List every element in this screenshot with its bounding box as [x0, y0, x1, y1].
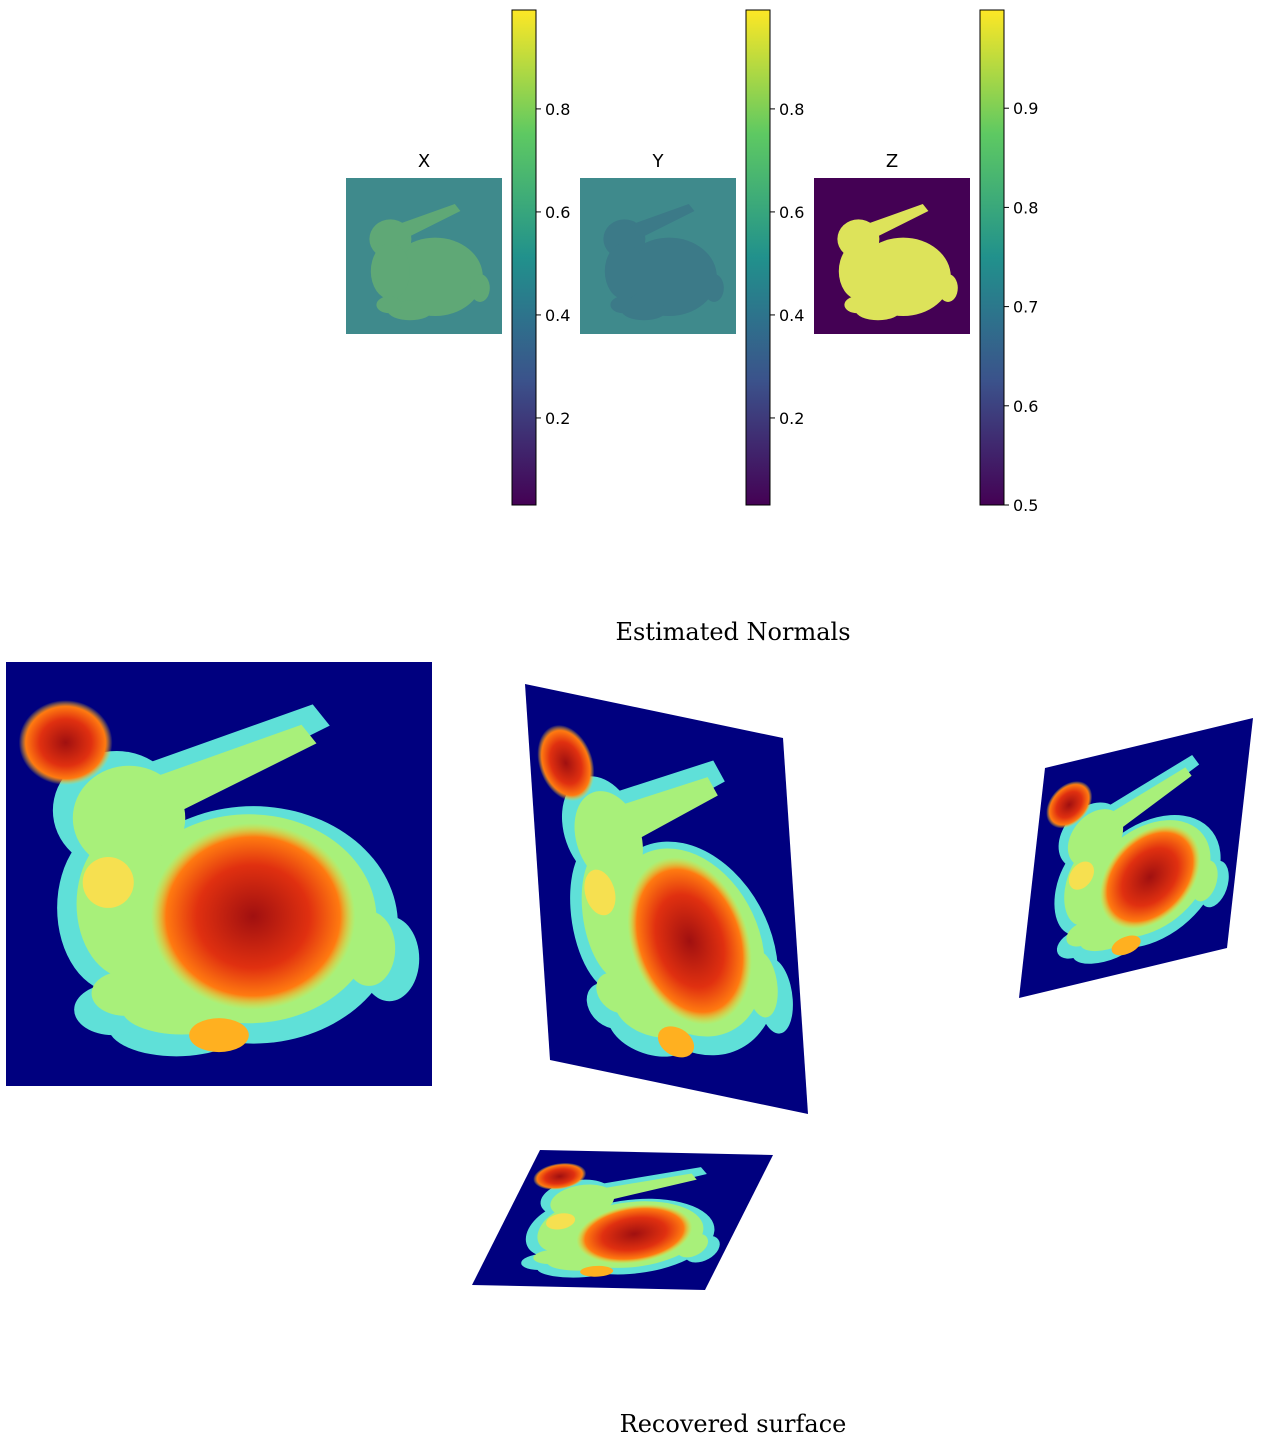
colorbar	[511, 9, 537, 506]
colorbar-tick-label: 0.8	[779, 100, 804, 119]
colorbar-tick-label: 0.7	[1013, 298, 1038, 317]
panel-title: Z	[886, 151, 898, 172]
caption: Recovered surface	[620, 1410, 847, 1438]
colorbar	[745, 9, 771, 506]
colorbar-tick-label: 0.4	[545, 306, 570, 325]
surface-view	[1019, 718, 1253, 998]
surface-view	[472, 1150, 773, 1290]
colorbar-tick-label: 0.6	[779, 203, 804, 222]
colorbar	[979, 9, 1005, 506]
colorbar-tick-label: 0.4	[779, 306, 804, 325]
panel-title: Y	[652, 151, 665, 172]
colorbar-tick-label: 0.8	[545, 100, 570, 119]
panel-title: X	[418, 151, 430, 172]
surface-view	[525, 684, 808, 1114]
colorbar-tick-label: 0.6	[1013, 397, 1038, 416]
colorbar-tick-label: 0.2	[779, 409, 804, 428]
surface-view	[6, 662, 432, 1086]
colorbar-tick-label: 0.9	[1013, 99, 1038, 118]
colorbar-tick-label: 0.8	[1013, 198, 1038, 217]
colorbar-tick-label: 0.2	[545, 409, 570, 428]
colorbar-tick-label: 0.6	[545, 203, 570, 222]
caption: Estimated Normals	[615, 618, 850, 646]
colorbar-tick-label: 0.5	[1013, 496, 1038, 515]
